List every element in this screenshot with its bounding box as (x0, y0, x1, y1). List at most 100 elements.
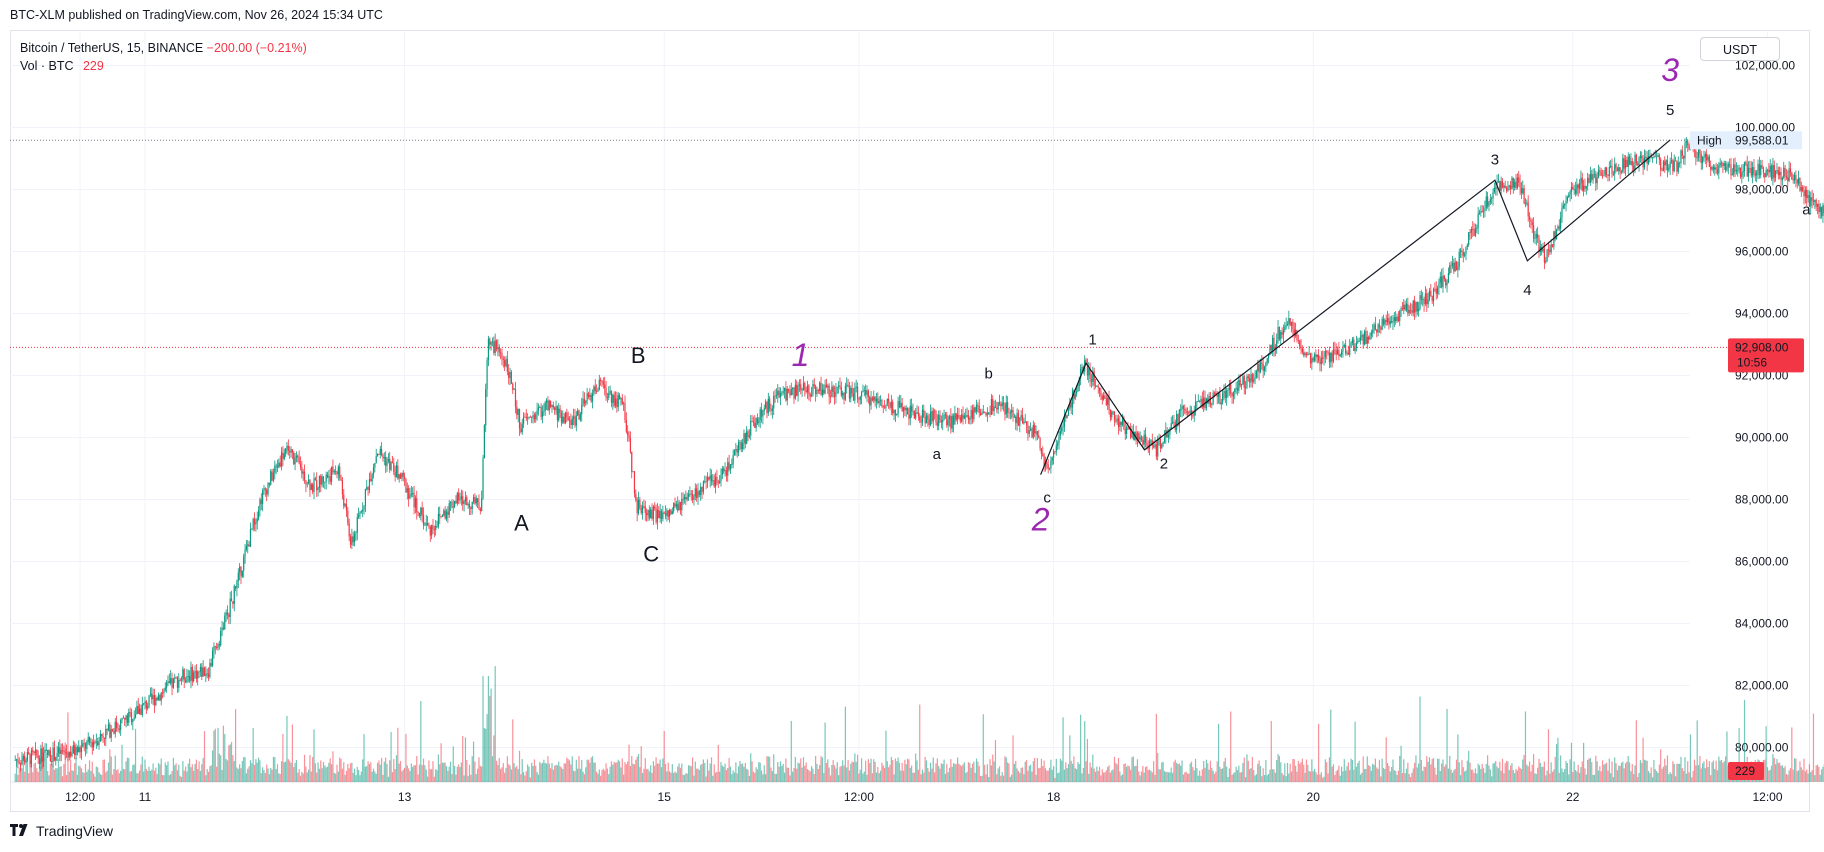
candle-body (1707, 156, 1709, 161)
candle-body (1532, 225, 1535, 239)
candle-body (502, 358, 504, 360)
candle-body (499, 352, 502, 354)
volume-bar (471, 756, 473, 782)
wave-label[interactable]: B (631, 343, 646, 368)
candle-body (132, 718, 134, 723)
volume-bar (217, 727, 219, 782)
candle-body (1808, 195, 1811, 207)
volume-bar (257, 757, 260, 782)
candle-body (1741, 172, 1743, 177)
candle-body (900, 402, 902, 408)
wave-drawing-line[interactable] (1040, 139, 1671, 475)
high-label-value: 99,588.01 (1735, 133, 1789, 147)
wave-label[interactable]: 2 (1031, 502, 1050, 538)
volume-bar (1620, 762, 1623, 782)
volume-bar (141, 756, 143, 782)
candle-body (1389, 321, 1391, 325)
volume-bar (1313, 768, 1316, 782)
candle-body (1255, 371, 1258, 377)
volume-bar (518, 750, 521, 782)
volume-bar (936, 758, 938, 782)
volume-bar (1626, 761, 1628, 782)
candle-body (1624, 159, 1627, 169)
candle-body (975, 404, 978, 412)
volume-bar (721, 765, 723, 782)
candle-body (1775, 170, 1777, 178)
volume-bar (368, 764, 371, 782)
volume-bar (1415, 755, 1417, 782)
volume-bar (889, 764, 891, 782)
candle-body (1462, 252, 1464, 256)
candle-body (428, 525, 430, 527)
candle-body (533, 415, 535, 420)
volume-bar (669, 771, 671, 782)
wave-label[interactable]: 2 (1160, 456, 1168, 473)
candle-body (1269, 345, 1271, 356)
wave-label[interactable]: c (1043, 490, 1051, 507)
candle-body (1478, 212, 1481, 214)
candle-body (1451, 262, 1454, 266)
wave-label[interactable]: b (985, 366, 993, 383)
volume-bar (934, 772, 936, 782)
candle-body (385, 457, 387, 466)
candle-body (1323, 357, 1325, 359)
candle-body (1411, 310, 1413, 313)
volume-bar (176, 770, 179, 782)
wave-label[interactable]: 1 (792, 337, 810, 373)
candle-body (585, 400, 587, 404)
volume-bar (389, 760, 391, 782)
candle-body (1330, 352, 1332, 363)
candle-body (931, 411, 933, 422)
wave-label[interactable]: a (933, 446, 942, 463)
volume-bar (359, 775, 361, 782)
volume-bar (295, 760, 298, 782)
candle-body (1071, 390, 1074, 408)
candle-body (122, 717, 124, 719)
volume-bar (1299, 763, 1301, 782)
volume-label[interactable]: Vol · BTC (20, 59, 74, 73)
candle-body (206, 673, 208, 675)
candle-body (965, 415, 967, 417)
candle-body (324, 481, 326, 483)
footer-brand[interactable]: TradingView (10, 822, 113, 839)
volume-bar (819, 764, 821, 782)
volume-bar (1597, 770, 1600, 782)
candle-body (1534, 238, 1536, 240)
candle-body (578, 410, 580, 420)
candle-body (798, 384, 801, 386)
candle-body (103, 737, 106, 739)
candle-body (421, 507, 423, 515)
volume-bar (1057, 773, 1059, 782)
candle-body (617, 395, 619, 408)
candle-body (247, 544, 249, 547)
candle-body (437, 513, 440, 526)
candle-body (1699, 146, 1701, 155)
volume-bar (1116, 764, 1118, 782)
wave-label[interactable]: A (514, 511, 529, 536)
volume-bar (1374, 758, 1376, 782)
wave-label[interactable]: 4 (1523, 282, 1531, 299)
volume-bar (167, 761, 169, 782)
currency-button[interactable]: USDT (1700, 37, 1780, 61)
candle-body (539, 407, 541, 409)
wave-label[interactable]: 3 (1491, 152, 1499, 169)
volume-bar (448, 766, 450, 782)
volume-bar (836, 762, 838, 782)
volume-bar (1819, 774, 1821, 782)
volume-bar (1016, 768, 1018, 782)
candle-body (537, 407, 540, 411)
wave-label[interactable]: C (643, 542, 659, 567)
wave-label[interactable]: 5 (1666, 102, 1674, 119)
wave-label[interactable]: a (1802, 201, 1811, 218)
volume-bar (352, 772, 354, 782)
volume-bar (579, 768, 581, 782)
volume-bar (609, 766, 611, 782)
wave-label[interactable]: 3 (1661, 52, 1679, 88)
volume-bar (1545, 775, 1547, 782)
chart-frame[interactable] (10, 30, 1810, 812)
volume-bar (111, 774, 114, 782)
wave-label[interactable]: 1 (1088, 332, 1096, 349)
volume-bar (666, 771, 668, 782)
symbol-label[interactable]: Bitcoin / TetherUS, 15, BINANCE (20, 41, 204, 55)
